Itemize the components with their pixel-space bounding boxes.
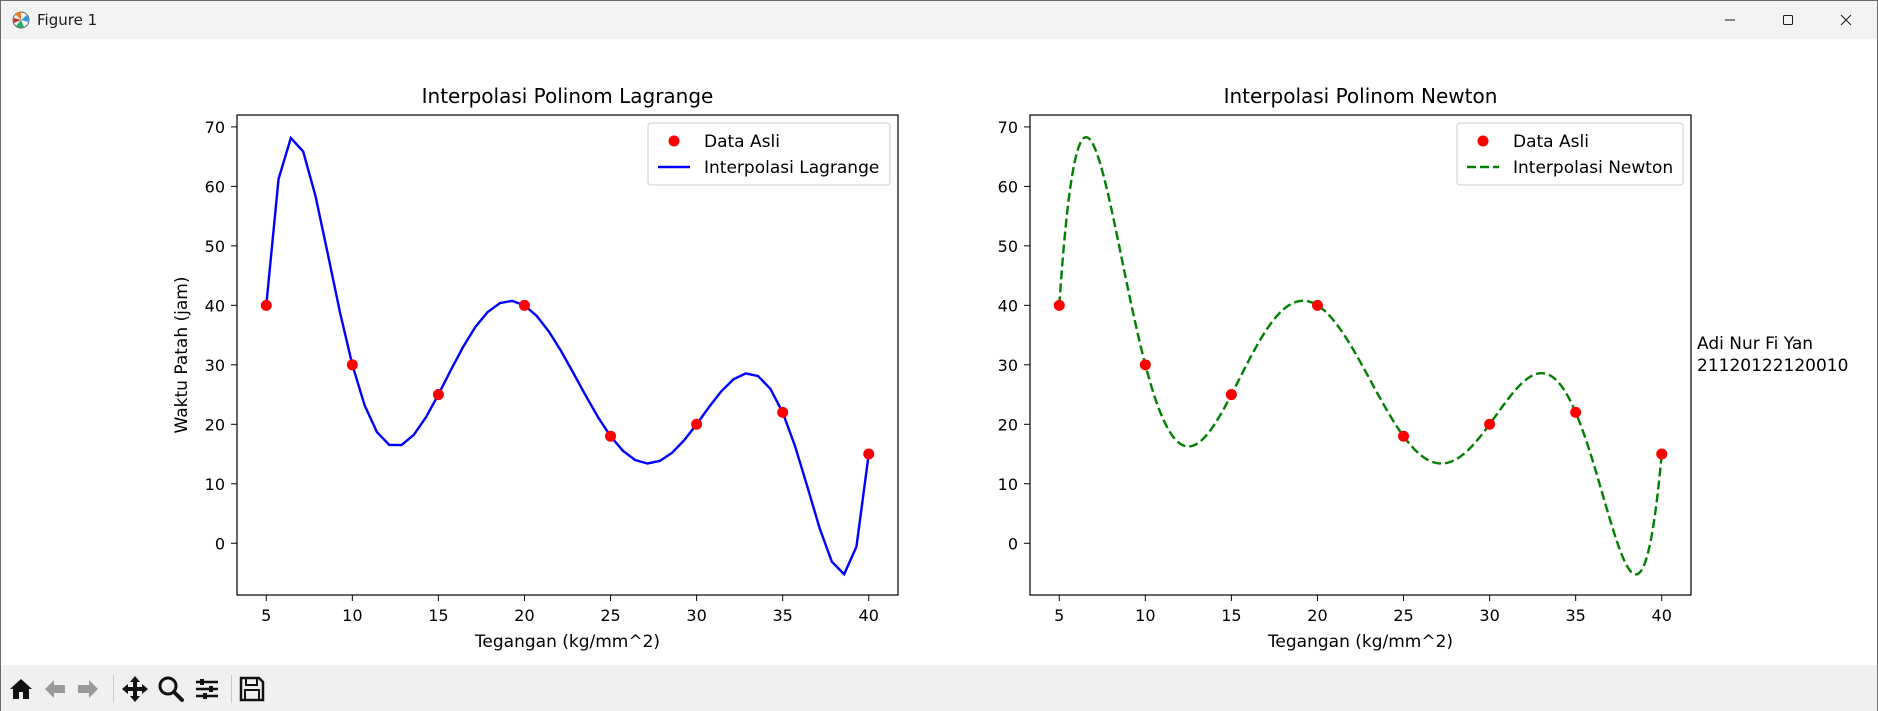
maximize-icon [1783,15,1793,25]
figure-canvas[interactable]: Interpolasi Polinom Lagrange 5 10 15 20 25 30 3… [1,39,1877,665]
data-point [777,406,789,418]
series-line-interpolasi-lagrange [265,135,870,577]
close-icon [1840,14,1852,26]
y-tick-label: 30 [998,356,1018,375]
legend-label: Data Asli [1513,132,1589,152]
x-tick-label: 40 [859,606,879,625]
side-text-name: Adi Nur Fi Yan [1697,334,1813,354]
pan-icon [122,676,148,702]
x-tick-label: 30 [1479,606,1499,625]
minimize-button[interactable] [1701,1,1759,39]
y-tick-label: 0 [1008,534,1018,553]
y-tick-label: 40 [998,296,1018,315]
toolbar-separator [231,675,232,703]
data-point [863,448,875,460]
x-axis-label: Tegangan (kg/mm^2) [1267,632,1453,652]
toolbar-separator [113,675,114,703]
data-point [1570,406,1582,418]
y-tick-label: 60 [998,177,1018,196]
x-axis-label: Tegangan (kg/mm^2) [474,632,660,652]
x-tick-label: 25 [600,606,620,625]
window-title: Figure 1 [37,11,98,29]
back-button[interactable] [39,673,71,705]
side-text-id: 21120122120010 [1697,356,1848,376]
chart-title: Interpolasi Polinom Newton [1224,84,1498,108]
y-tick-label: 40 [205,296,225,315]
data-point [1656,448,1668,460]
save-button[interactable] [236,673,268,705]
x-tick-label: 40 [1652,606,1672,625]
x-tick-label: 15 [428,606,448,625]
x-tick-label: 20 [514,606,534,625]
axes-frame [1029,114,1692,596]
title-bar: Figure 1 [1,1,1877,39]
plot-newton: Interpolasi Polinom Newton 5 10 15 20 25 30 35 4… [998,84,1692,652]
legend-label: Interpolasi Lagrange [704,158,879,178]
y-tick-label: 10 [205,475,225,494]
x-tick-label: 20 [1307,606,1327,625]
y-tick-label: 50 [205,237,225,256]
axes-frame [236,114,899,596]
y-tick-label: 30 [205,356,225,375]
y-tick-label: 50 [998,237,1018,256]
plot-lagrange: Interpolasi Polinom Lagrange 5 10 15 20 25 30 3… [172,84,899,652]
y-axis-label: Waktu Patah (jam) [172,277,192,434]
forward-button[interactable] [72,673,104,705]
zoom-button[interactable] [155,673,187,705]
y-tick-label: 70 [998,118,1018,137]
x-tick-label: 10 [1135,606,1155,625]
legend-label: Interpolasi Newton [1513,158,1673,178]
x-tick-label: 35 [772,606,792,625]
legend-marker-data-asli [1477,135,1489,147]
series-line-interpolasi-newton [1058,135,1663,576]
data-point [1398,430,1410,442]
back-icon [45,680,65,698]
home-icon [10,679,32,699]
configure-icon [196,679,218,699]
navigation-toolbar [1,665,1877,711]
zoom-icon [158,676,184,702]
x-tick-label: 35 [1565,606,1585,625]
data-point [518,299,530,311]
save-icon [239,676,265,702]
x-tick-label: 15 [1221,606,1241,625]
data-point [691,418,703,430]
configure-subplots-button[interactable] [191,673,223,705]
y-tick-label: 20 [205,415,225,434]
chart-title: Interpolasi Polinom Lagrange [422,84,714,108]
legend-label: Data Asli [704,132,780,152]
data-point [260,299,272,311]
data-point [1225,389,1237,401]
x-tick-label: 10 [342,606,362,625]
close-button[interactable] [1817,1,1875,39]
data-point [1484,418,1496,430]
y-tick-label: 0 [215,534,225,553]
data-point [432,389,444,401]
x-tick-label: 5 [261,606,271,625]
home-button[interactable] [5,673,37,705]
legend: Data Asli Interpolasi Newton [1456,122,1684,186]
data-point [346,359,358,371]
figure-plot-area: Interpolasi Polinom Lagrange 5 10 15 20 25 30 3… [172,84,1848,652]
minimize-icon [1725,19,1735,21]
data-point [1139,359,1151,371]
y-tick-label: 10 [998,475,1018,494]
matplotlib-app-icon [11,10,31,30]
x-tick-label: 25 [1393,606,1413,625]
pan-button[interactable] [119,673,151,705]
y-tick-label: 60 [205,177,225,196]
forward-icon [78,680,98,698]
y-tick-label: 70 [205,118,225,137]
maximize-button[interactable] [1759,1,1817,39]
legend-marker-data-asli [668,135,680,147]
x-tick-label: 5 [1054,606,1064,625]
data-point [1053,299,1065,311]
legend: Data Asli Interpolasi Lagrange [647,122,891,186]
x-tick-label: 30 [686,606,706,625]
data-point [1311,299,1323,311]
y-tick-label: 20 [998,415,1018,434]
data-point [605,430,617,442]
